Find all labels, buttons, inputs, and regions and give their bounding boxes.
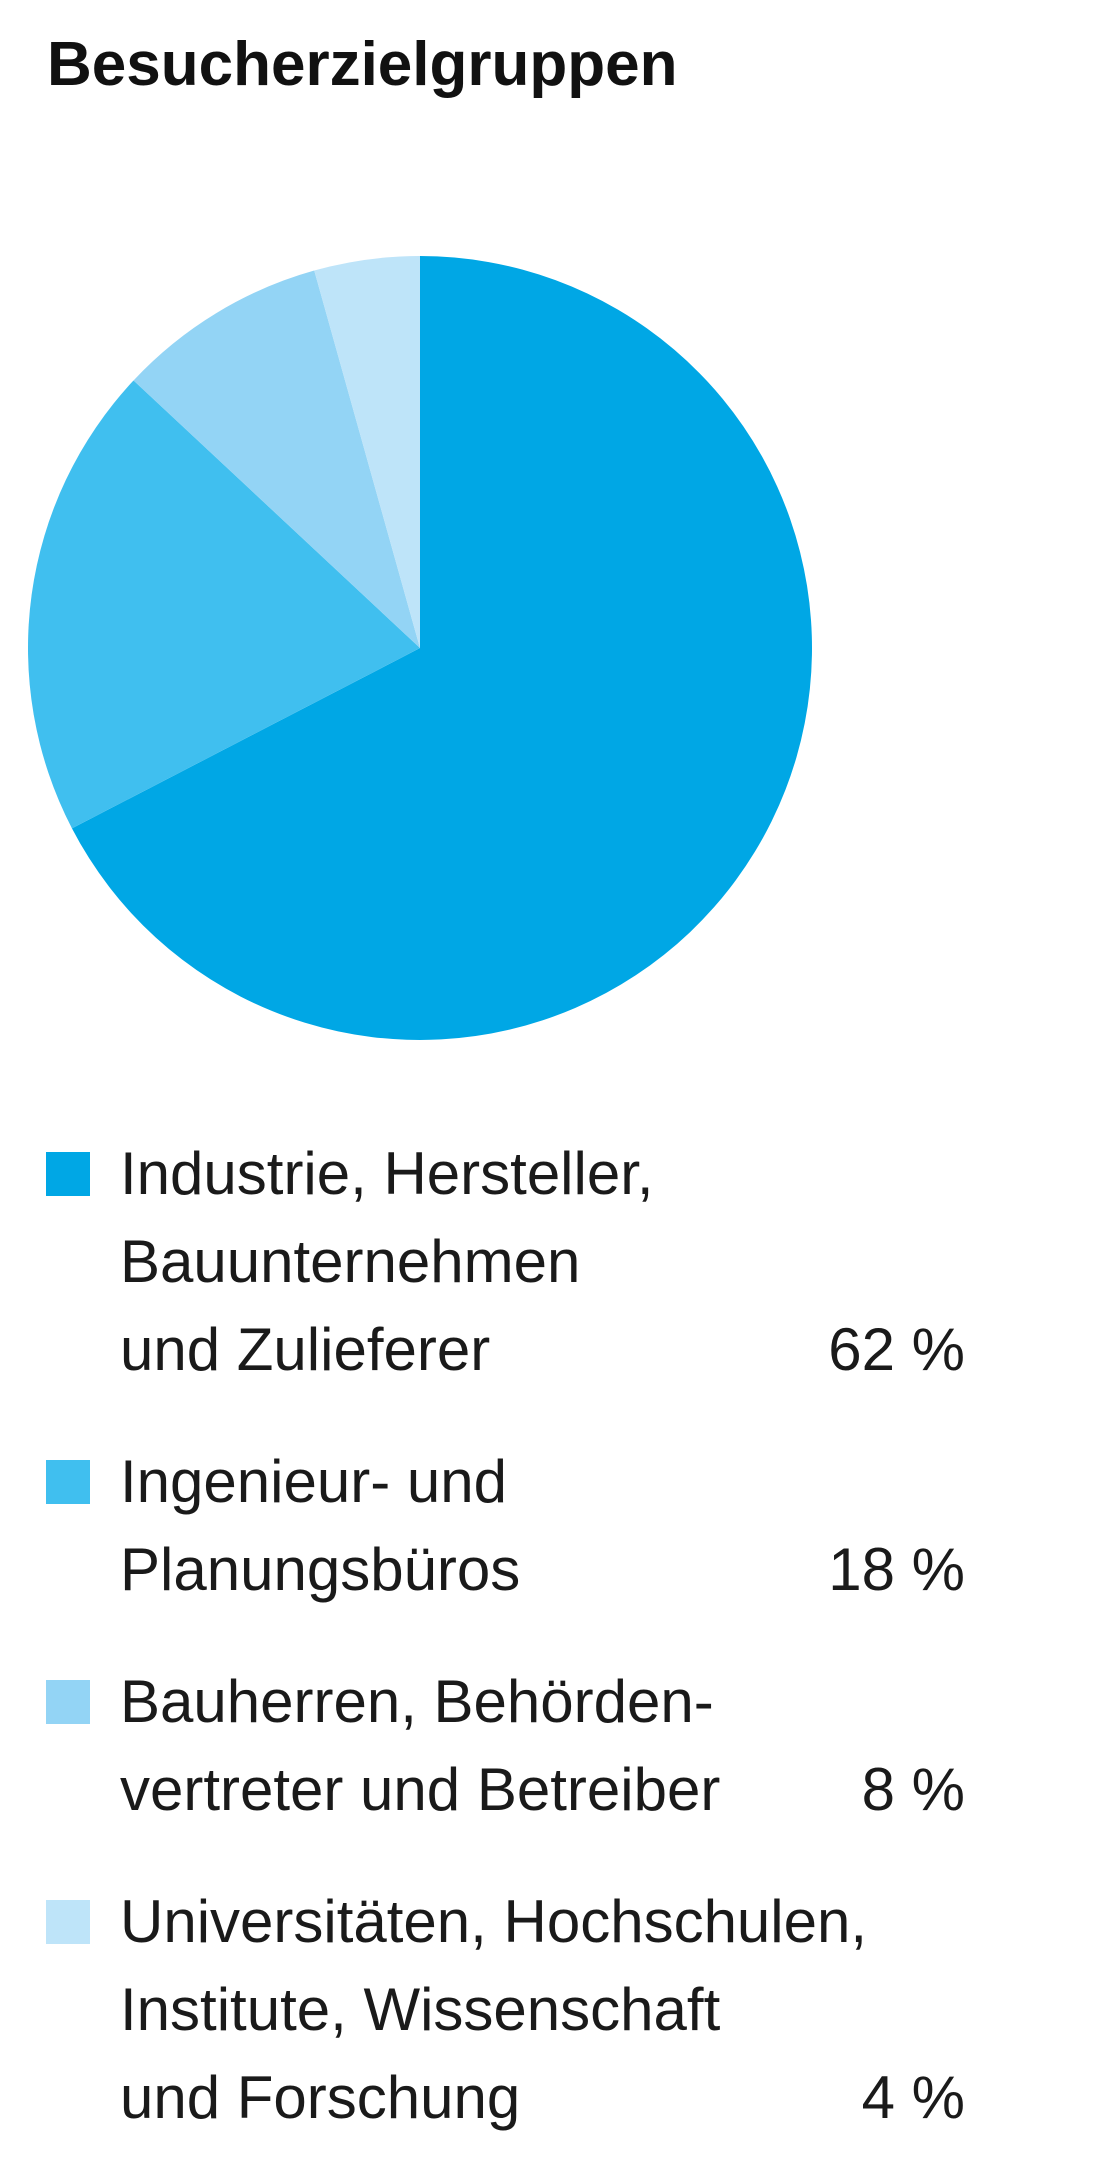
legend-label-line: Planungsbüros [120,1536,521,1603]
pie-slice-3 [133,270,420,648]
chart-title: Besucherzielgruppen [47,30,678,99]
legend-item: Ingenieur- und Planungsbüros 18 % [0,1438,1100,1614]
legend-label-line: und Zulieferer [120,1316,491,1383]
legend-label-line: Ingenieur- und [120,1448,507,1515]
legend-swatch [46,1900,90,1944]
legend-label-line: Industrie, Hersteller, [120,1140,654,1207]
legend-value: 8 % [861,1756,965,1823]
pie-chart [27,256,812,1040]
legend-value: 18 % [828,1536,965,1603]
legend-swatch [46,1460,90,1504]
pie-slice-4 [314,256,420,648]
legend-label-line: Institute, Wissenschaft [120,1976,721,2043]
legend-label-line: und Forschung [120,2064,521,2131]
legend-label: Bauherren, Behörden-vertreter und Betrei… [120,1658,800,1834]
pie-slice-2 [27,380,421,829]
legend-label-line: Bauherren, Behörden- [120,1668,714,1735]
legend-item: Industrie, Hersteller, Bauunternehmen und … [0,1130,1100,1394]
pie-slice-1 [71,256,812,1040]
legend-label: Universitäten, Hochschulen, Institute, Wi… [120,1878,868,2142]
legend-label-line: Bauunternehmen [120,1228,581,1295]
legend-value: 62 % [828,1316,965,1383]
legend-value: 4 % [861,2064,965,2131]
legend-item: Bauherren, Behörden-vertreter und Betrei… [0,1658,1100,1834]
legend-item: Universitäten, Hochschulen, Institute, Wi… [0,1878,1100,2142]
legend-label-line: Universitäten, Hochschulen, [120,1888,868,1955]
legend-swatch [46,1152,90,1196]
legend-label-line: vertreter und Betreiber [120,1756,721,1823]
legend-swatch [46,1680,90,1724]
legend-label: Ingenieur- und Planungsbüros [120,1438,800,1614]
legend-label: Industrie, Hersteller, Bauunternehmen und … [120,1130,800,1394]
